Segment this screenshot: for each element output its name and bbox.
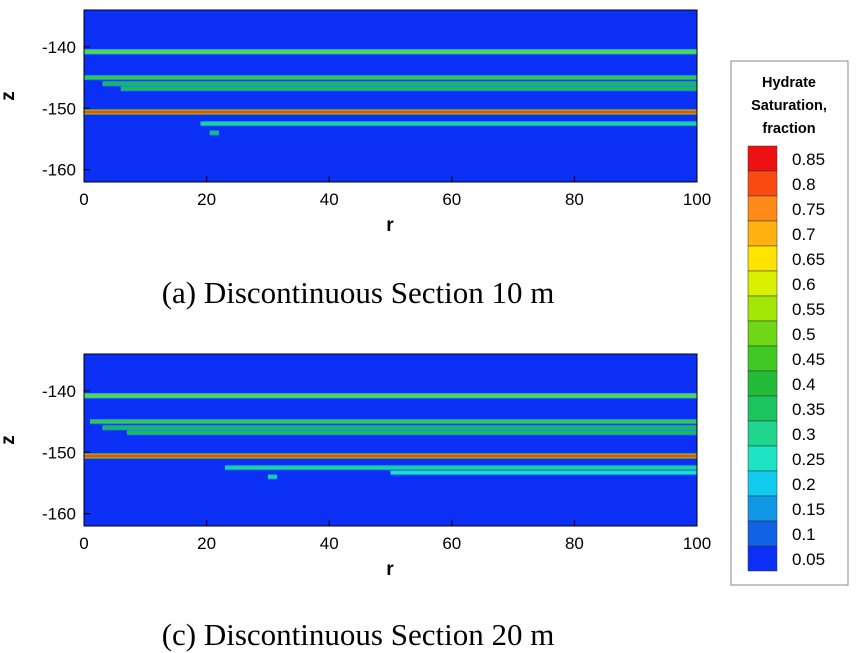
y-axis-label-a: z xyxy=(0,91,19,101)
legend-value-label: 0.6 xyxy=(792,275,816,294)
legend-swatch xyxy=(747,345,778,372)
legend-swatch xyxy=(747,545,778,572)
hydrate-layer xyxy=(90,420,697,423)
legend-swatch xyxy=(747,295,778,322)
x-tick-label: 0 xyxy=(79,190,88,209)
legend-value-label: 0.7 xyxy=(792,225,816,244)
legend-swatch xyxy=(747,320,778,347)
x-axis-label-a: r xyxy=(386,215,394,236)
y-axis-ticks-a: -140 -150 -160 xyxy=(42,38,90,180)
x-tick-label: 80 xyxy=(565,534,584,553)
hydrate-layer xyxy=(84,110,697,114)
x-axis-label-c: r xyxy=(386,559,394,580)
legend-value-label: 0.45 xyxy=(792,350,825,369)
saturation-layers-c xyxy=(84,393,698,480)
y-tick-label: -150 xyxy=(42,99,76,118)
hydrate-layer xyxy=(84,50,697,54)
y-tick-label: -140 xyxy=(42,38,76,57)
hydrate-layer xyxy=(390,471,697,474)
y-axis-label-c: z xyxy=(0,435,19,445)
hydrate-layer xyxy=(267,475,278,479)
hydrate-layer xyxy=(102,82,697,86)
chart-panel-a: 0 20 40 60 80 100 -140 -150 -160 r z (a) Discon… xyxy=(0,9,711,310)
plot-area-a xyxy=(84,10,697,182)
legend-value-label: 0.65 xyxy=(792,250,825,269)
legend-value-label: 0.35 xyxy=(792,400,825,419)
y-axis-ticks-c: -140 -150 -160 xyxy=(42,382,90,524)
legend-value-label: 0.1 xyxy=(792,525,816,544)
x-tick-label: 100 xyxy=(683,190,711,209)
legend-swatch xyxy=(747,395,778,422)
hydrate-layer xyxy=(84,76,697,79)
x-tick-label: 20 xyxy=(197,190,216,209)
hydrate-layer xyxy=(102,426,697,430)
legend-swatch xyxy=(747,420,778,447)
legend-swatches xyxy=(747,145,778,572)
legend-swatch xyxy=(747,520,778,547)
caption-a: (a) Discontinuous Section 10 m xyxy=(162,275,555,310)
legend-value-label: 0.25 xyxy=(792,450,825,469)
x-tick-label: 80 xyxy=(565,190,584,209)
legend-swatch xyxy=(747,445,778,472)
chart-panel-c: 0 20 40 60 80 100 -140 -150 -160 r z (c) Discon… xyxy=(0,353,711,652)
x-tick-label: 100 xyxy=(683,534,711,553)
plot-area-c xyxy=(84,354,697,526)
hydrate-layer xyxy=(200,122,697,126)
legend-swatch xyxy=(747,195,778,222)
x-axis-ticks-a: 0 20 40 60 80 100 xyxy=(79,176,711,209)
legend-value-label: 0.55 xyxy=(792,300,825,319)
legend-value-label: 0.8 xyxy=(792,175,816,194)
legend-swatch xyxy=(747,220,778,247)
saturation-layers-a xyxy=(84,49,697,136)
legend-swatch xyxy=(747,495,778,522)
color-legend: Hydrate Saturation, fraction 0.85 0.8 0.75… xyxy=(730,60,849,586)
x-tick-label: 60 xyxy=(442,534,461,553)
hydrate-layer xyxy=(209,131,219,135)
legend-value-label: 0.05 xyxy=(792,550,825,569)
legend-value-label: 0.75 xyxy=(792,200,825,219)
legend-title-line: Hydrate xyxy=(762,75,816,91)
legend-value-label: 0.4 xyxy=(792,375,816,394)
legend-value-label: 0.2 xyxy=(792,475,816,494)
legend-value-label: 0.3 xyxy=(792,425,816,444)
y-tick-label: -140 xyxy=(42,382,76,401)
legend-labels: 0.85 0.8 0.75 0.7 0.65 0.6 0.55 0.5 0.45 0.4 0.35 0… xyxy=(792,150,825,569)
legend-value-label: 0.85 xyxy=(792,150,825,169)
x-tick-label: 40 xyxy=(320,190,339,209)
legend-title-line: fraction xyxy=(762,121,815,137)
hydrate-layer xyxy=(120,87,697,91)
legend-swatch xyxy=(747,470,778,497)
hydrate-layer xyxy=(224,466,698,470)
x-tick-label: 40 xyxy=(320,534,339,553)
y-tick-label: -160 xyxy=(42,505,76,524)
legend-value-label: 0.15 xyxy=(792,500,825,519)
legend-value-label: 0.5 xyxy=(792,325,816,344)
x-axis-ticks-c: 0 20 40 60 80 100 xyxy=(79,520,711,553)
legend-title-line: Saturation, xyxy=(751,98,827,114)
legend-swatch xyxy=(747,170,778,197)
hydrate-layer xyxy=(126,431,697,435)
legend-swatch xyxy=(747,145,778,172)
caption-c: (c) Discontinuous Section 20 m xyxy=(162,617,555,652)
plot-frame-a xyxy=(83,9,698,183)
plot-frame-c xyxy=(83,353,698,527)
legend-swatch xyxy=(747,270,778,297)
y-tick-label: -160 xyxy=(42,161,76,180)
x-tick-label: 0 xyxy=(79,534,88,553)
x-tick-label: 60 xyxy=(442,190,461,209)
hydrate-layer xyxy=(84,394,697,398)
y-tick-label: -150 xyxy=(42,443,76,462)
legend-swatch xyxy=(747,370,778,397)
hydrate-layer xyxy=(84,454,697,458)
x-tick-label: 20 xyxy=(197,534,216,553)
legend-swatch xyxy=(747,245,778,272)
